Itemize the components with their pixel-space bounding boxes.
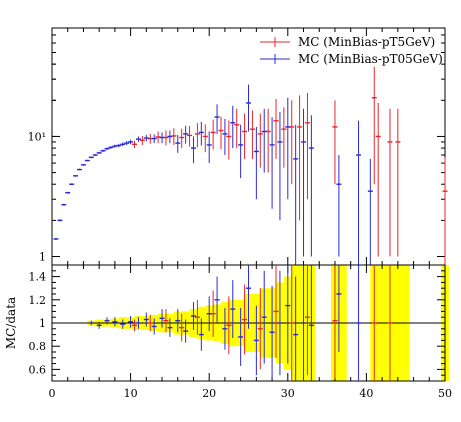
x-tick-label: 50 [438, 387, 452, 400]
ratio-series-pt5gev [132, 265, 393, 381]
series-pt5gev [132, 66, 448, 265]
x-tick-label: 10 [124, 387, 138, 400]
x-tick-label: 0 [49, 387, 56, 400]
y-axis-title: MC/data [4, 297, 18, 349]
y-tick-label: 1.2 [29, 294, 47, 307]
y-tick-label: 1 [39, 251, 46, 264]
main-plot-panel: 1 10¹ [28, 27, 448, 266]
ratio-plot-panel: 0.6 0.8 1 1.2 1.4 0 10 20 30 40 50 MC/data [4, 264, 452, 400]
y-tick-label: 1.4 [29, 271, 47, 284]
legend: MC (MinBias-pT5GeV) MC (MinBias-pT05GeV) [260, 35, 443, 66]
x-tick-label: 40 [359, 387, 373, 400]
y-tick-label: 0.6 [29, 363, 47, 376]
legend-entry: MC (MinBias-pT05GeV) [298, 52, 443, 66]
x-tick-label: 20 [202, 387, 216, 400]
x-tick-label: 30 [281, 387, 295, 400]
y-tick-label: 1 [39, 317, 46, 330]
ratio-series-pt05gev [88, 265, 362, 381]
y-tick-label: 0.8 [29, 340, 47, 353]
series-pt05gev [53, 84, 373, 265]
y-tick-label: 10¹ [28, 130, 46, 143]
legend-entry: MC (MinBias-pT5GeV) [298, 35, 435, 49]
